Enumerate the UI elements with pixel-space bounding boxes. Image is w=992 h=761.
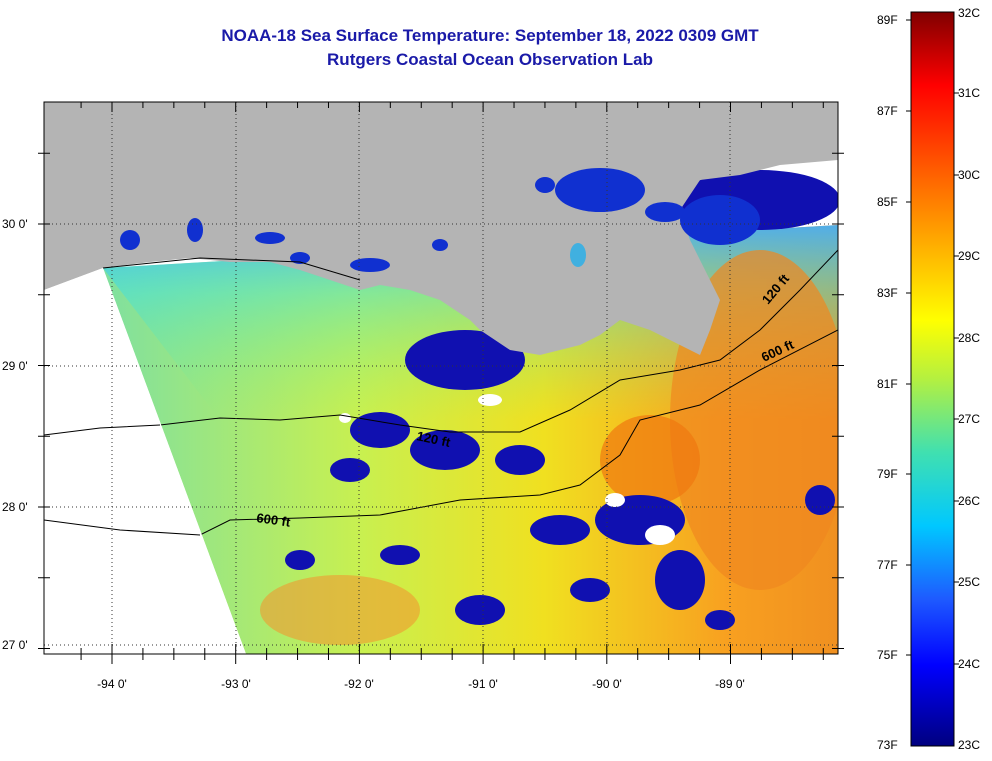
colorbar-f-label: 79F	[877, 467, 898, 481]
colorbar-c-label: 28C	[958, 331, 981, 345]
colorbar-f-label: 73F	[877, 738, 898, 752]
colorbar-c-label: 27C	[958, 412, 981, 426]
lon-label: -92 0'	[344, 677, 374, 691]
colorbar-f-label: 87F	[877, 104, 898, 118]
inland-water	[120, 168, 760, 272]
lon-label: -94 0'	[97, 677, 127, 691]
colorbar-c-label: 25C	[958, 575, 981, 589]
colorbar	[910, 11, 955, 747]
colorbar-c-label: 23C	[958, 738, 981, 752]
colorbar-c-label: 29C	[958, 249, 981, 263]
colorbar-c-label: 24C	[958, 657, 981, 671]
lon-label: -91 0'	[468, 677, 498, 691]
contour-label-120ft-west: 120 ft	[415, 428, 452, 450]
map-subtitle: Rutgers Coastal Ocean Observation Lab	[327, 50, 653, 69]
contour-label-600ft-west: 600 ft	[256, 510, 292, 530]
lon-label: -93 0'	[221, 677, 251, 691]
lon-label: -89 0'	[715, 677, 745, 691]
lat-label: 27 0'	[2, 638, 28, 652]
colorbar-c-label: 26C	[958, 494, 981, 508]
lat-label: 29 0'	[2, 359, 28, 373]
colorbar-f-label: 75F	[877, 648, 898, 662]
grid	[44, 102, 838, 654]
colorbar-f-label: 77F	[877, 558, 898, 572]
lat-labels: 30 0' 29 0' 28 0' 27 0'	[2, 217, 28, 652]
colorbar-f-label: 81F	[877, 377, 898, 391]
map-frame	[43, 101, 839, 655]
no-data-region	[44, 268, 246, 654]
colorbar-ticks	[906, 19, 959, 665]
colorbar-f-label: 85F	[877, 195, 898, 209]
lat-label: 30 0'	[2, 217, 28, 231]
ticks	[38, 102, 844, 664]
cold-patches	[285, 170, 838, 630]
colorbar-c-label: 32C	[958, 6, 981, 20]
lon-labels: -94 0' -93 0' -92 0' -91 0' -90 0' -89 0…	[97, 677, 745, 691]
colorbar-f-label: 89F	[877, 13, 898, 27]
colorbar-c-label: 30C	[958, 168, 981, 182]
map-title: NOAA-18 Sea Surface Temperature: Septemb…	[221, 26, 759, 45]
lon-label: -90 0'	[592, 677, 622, 691]
map-area: 120 ft 600 ft 120 ft 600 ft	[44, 102, 838, 654]
colorbar-f-label: 83F	[877, 286, 898, 300]
land-mass	[44, 102, 838, 355]
lat-label: 28 0'	[2, 500, 28, 514]
colorbar-c-label: 31C	[958, 86, 981, 100]
depth-contours	[44, 249, 838, 536]
